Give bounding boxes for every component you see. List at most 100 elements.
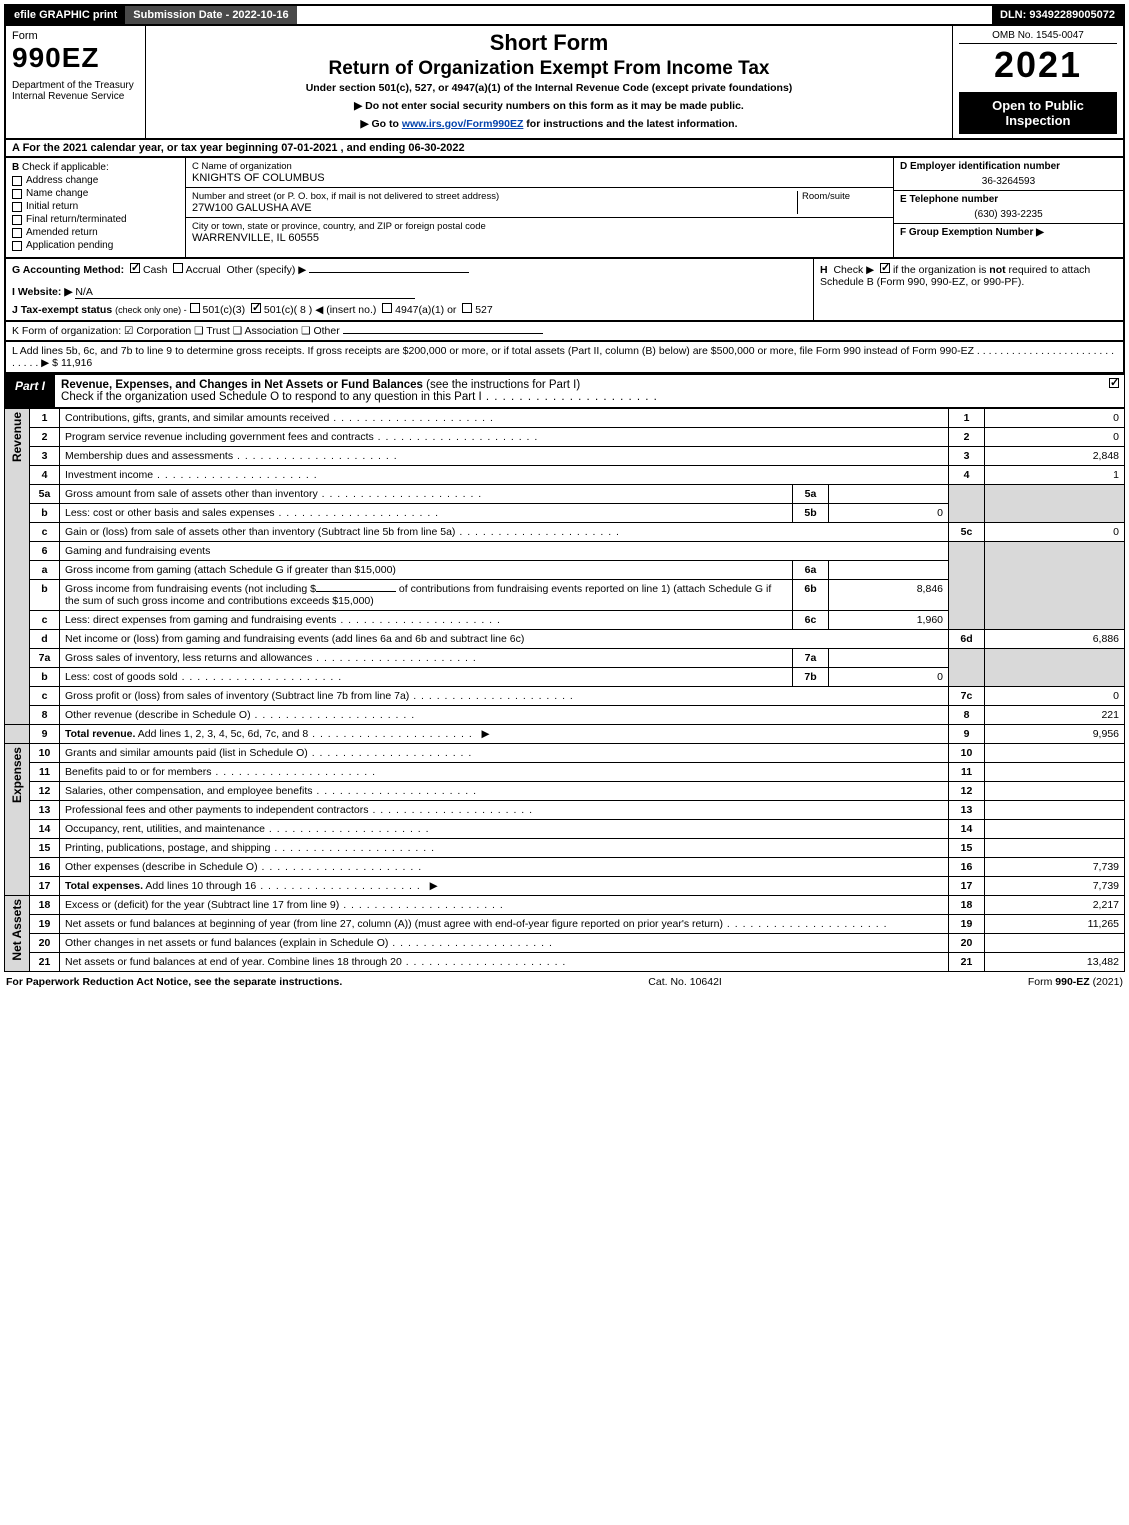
chk-final-return[interactable] bbox=[12, 215, 22, 225]
k-other-line[interactable] bbox=[343, 333, 543, 334]
ln-15: 15 bbox=[30, 839, 60, 858]
website-value: N/A bbox=[75, 286, 415, 299]
chk-501c[interactable] bbox=[251, 303, 261, 313]
desc-20: Other changes in net assets or fund bala… bbox=[60, 934, 949, 953]
desc-7c: Gross profit or (loss) from sales of inv… bbox=[60, 687, 949, 706]
iamt-6b: 8,846 bbox=[829, 580, 949, 611]
desc-6c: Less: direct expenses from gaming and fu… bbox=[60, 611, 793, 630]
desc-6b-1: Gross income from fundraising events (no… bbox=[65, 583, 316, 595]
lnr-1: 1 bbox=[949, 409, 985, 428]
ln-10: 10 bbox=[30, 744, 60, 763]
amt-3: 2,848 bbox=[985, 447, 1125, 466]
inln-5a: 5a bbox=[793, 485, 829, 504]
desc-2: Program service revenue including govern… bbox=[60, 428, 949, 447]
chk-part1-scho[interactable] bbox=[1109, 378, 1119, 388]
form-label: Form bbox=[12, 30, 139, 42]
chk-h[interactable] bbox=[880, 263, 890, 273]
6b-blank[interactable] bbox=[316, 591, 396, 592]
desc-17: Total expenses. Add lines 10 through 16 … bbox=[60, 877, 949, 896]
iamt-7a bbox=[829, 649, 949, 668]
b-check-if: Check if applicable: bbox=[22, 162, 109, 173]
ln-9: 9 bbox=[30, 725, 60, 744]
lnr-16: 16 bbox=[949, 858, 985, 877]
net-assets-label: Net Assets bbox=[10, 899, 24, 961]
desc-3: Membership dues and assessments bbox=[60, 447, 949, 466]
footer-right-post: (2021) bbox=[1090, 976, 1123, 988]
desc-6: Gaming and fundraising events bbox=[60, 542, 949, 561]
shade-6abc bbox=[949, 542, 985, 630]
opt-amended-return: Amended return bbox=[26, 227, 98, 238]
amt-18: 2,217 bbox=[985, 896, 1125, 915]
row-k: K Form of organization: ☑ Corporation ❑ … bbox=[4, 322, 1125, 342]
g-label: G Accounting Method: bbox=[12, 264, 124, 276]
g-accrual: Accrual bbox=[186, 264, 221, 276]
chk-501c3[interactable] bbox=[190, 303, 200, 313]
shade-7ab bbox=[949, 649, 985, 687]
lnr-3: 3 bbox=[949, 447, 985, 466]
b-label: B bbox=[12, 162, 19, 173]
desc-5b: Less: cost or other basis and sales expe… bbox=[60, 504, 793, 523]
chk-address-change[interactable] bbox=[12, 176, 22, 186]
desc-15: Printing, publications, postage, and shi… bbox=[60, 839, 949, 858]
ln-16: 16 bbox=[30, 858, 60, 877]
amt-21: 13,482 bbox=[985, 953, 1125, 972]
inln-6b: 6b bbox=[793, 580, 829, 611]
goto-line: ▶ Go to www.irs.gov/Form990EZ for instru… bbox=[152, 118, 946, 130]
row-a-calendar-year: A For the 2021 calendar year, or tax yea… bbox=[4, 140, 1125, 158]
lnr-12: 12 bbox=[949, 782, 985, 801]
chk-amended-return[interactable] bbox=[12, 228, 22, 238]
opt-final-return: Final return/terminated bbox=[26, 214, 127, 225]
top-bar: efile GRAPHIC print Submission Date - 20… bbox=[4, 4, 1125, 26]
ln-20: 20 bbox=[30, 934, 60, 953]
ssn-warning: ▶ Do not enter social security numbers o… bbox=[152, 100, 946, 112]
chk-cash[interactable] bbox=[130, 263, 140, 273]
omb-number: OMB No. 1545-0047 bbox=[959, 30, 1117, 44]
amt-14 bbox=[985, 820, 1125, 839]
amt-15 bbox=[985, 839, 1125, 858]
chk-accrual[interactable] bbox=[173, 263, 183, 273]
opt-app-pending: Application pending bbox=[26, 240, 113, 251]
chk-527[interactable] bbox=[462, 303, 472, 313]
iamt-5a bbox=[829, 485, 949, 504]
amt-8: 221 bbox=[985, 706, 1125, 725]
goto-pre: ▶ Go to bbox=[361, 118, 402, 130]
h-label: H bbox=[820, 264, 828, 276]
desc-10: Grants and similar amounts paid (list in… bbox=[60, 744, 949, 763]
gh-right: H Check ▶ if the organization is not req… bbox=[813, 259, 1123, 320]
inln-7b: 7b bbox=[793, 668, 829, 687]
ln-7b: b bbox=[30, 668, 60, 687]
chk-app-pending[interactable] bbox=[12, 241, 22, 251]
chk-name-change[interactable] bbox=[12, 189, 22, 199]
desc-9-tail: Add lines 1, 2, 3, 4, 5c, 6d, 7c, and 8 bbox=[135, 728, 472, 740]
irs-link[interactable]: www.irs.gov/Form990EZ bbox=[402, 118, 524, 130]
ln-6a: a bbox=[30, 561, 60, 580]
chk-4947[interactable] bbox=[382, 303, 392, 313]
j-4947: 4947(a)(1) or bbox=[395, 304, 456, 316]
g-other-line[interactable] bbox=[309, 272, 469, 273]
header-right: OMB No. 1545-0047 2021 Open to Public In… bbox=[953, 26, 1123, 138]
efile-label: efile GRAPHIC print bbox=[6, 6, 125, 24]
desc-18: Excess or (deficit) for the year (Subtra… bbox=[60, 896, 949, 915]
form-number: 990EZ bbox=[12, 42, 139, 74]
f-label: F Group Exemption Number ▶ bbox=[900, 227, 1117, 238]
shade-5ab-amt bbox=[985, 485, 1125, 523]
shade-6abc-amt bbox=[985, 542, 1125, 630]
phone-value: (630) 393-2235 bbox=[900, 205, 1117, 220]
rev-bottom bbox=[5, 725, 30, 744]
h-check: Check ▶ bbox=[833, 264, 874, 276]
section-def: D Employer identification number 36-3264… bbox=[893, 158, 1123, 257]
section-b: B Check if applicable: Address change Na… bbox=[6, 158, 186, 257]
ln-17: 17 bbox=[30, 877, 60, 896]
desc-6d: Net income or (loss) from gaming and fun… bbox=[60, 630, 949, 649]
i-label: I Website: ▶ bbox=[12, 286, 72, 298]
desc-14: Occupancy, rent, utilities, and maintena… bbox=[60, 820, 949, 839]
amt-7c: 0 bbox=[985, 687, 1125, 706]
shade-7ab-amt bbox=[985, 649, 1125, 687]
under-section: Under section 501(c), 527, or 4947(a)(1)… bbox=[152, 82, 946, 94]
ln-11: 11 bbox=[30, 763, 60, 782]
ln-7a: 7a bbox=[30, 649, 60, 668]
desc-9: Total revenue. Add lines 1, 2, 3, 4, 5c,… bbox=[60, 725, 949, 744]
l-text: L Add lines 5b, 6c, and 7b to line 9 to … bbox=[12, 345, 1114, 369]
chk-initial-return[interactable] bbox=[12, 202, 22, 212]
row-l: L Add lines 5b, 6c, and 7b to line 9 to … bbox=[4, 342, 1125, 374]
